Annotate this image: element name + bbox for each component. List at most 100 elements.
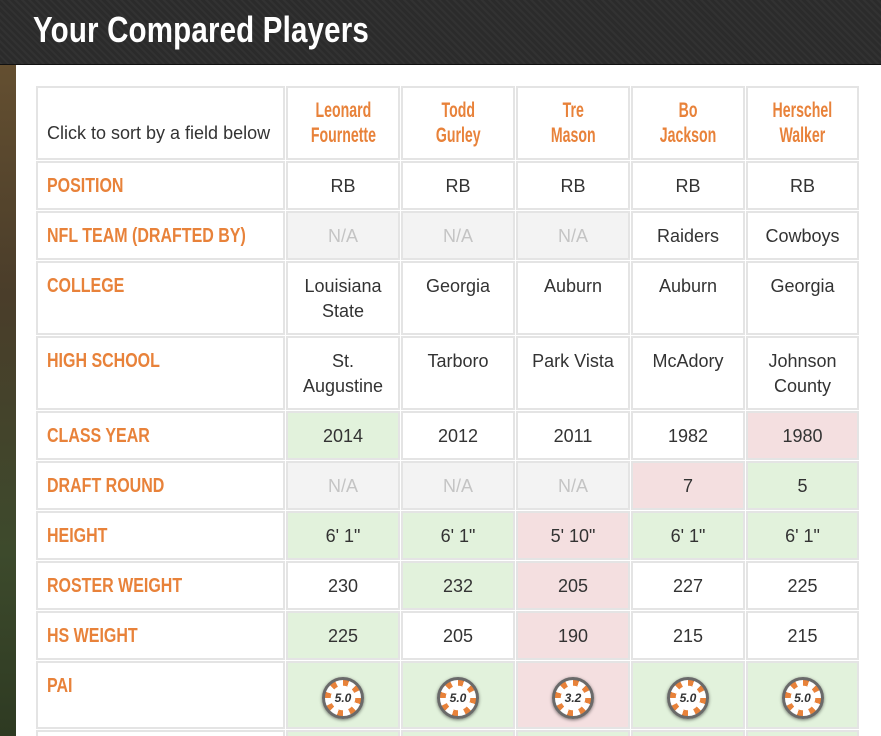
pai-cell: 5.0 [631,661,745,729]
table-cell: 7 [631,461,745,510]
cell-line: 227 [672,576,704,596]
cell-line: N/A [327,476,358,496]
player-header-3[interactable]: Tre Mason [516,86,630,160]
background-photo [0,0,16,736]
table-cell: 2014 [286,411,400,460]
row-label-text: NFL TEAM (DRAFTED BY) [47,225,246,247]
cell-line: 6' 1" [325,526,361,546]
cell-value: 2012 [438,424,478,449]
cell-line: 2012 [437,426,479,446]
player-header-1[interactable]: Leonard Fournette [286,86,400,160]
cell-value: Auburn [659,274,717,299]
table-cell: Park Vista [516,336,630,410]
cell-value: Raiders [657,224,719,249]
table-cell: 215 [746,611,859,660]
cell-value: 7 [683,474,693,499]
table-cell: N/A [401,211,515,260]
player-name: Bo Jackson [654,98,723,148]
row-label-text: COLLEGE [47,275,125,297]
cell-line: RB [789,176,815,196]
table-cell: N/A [516,461,630,510]
cell-line: 5 [797,476,808,496]
cell-value: 2014 [323,424,363,449]
cell-line: Park Vista [532,351,614,371]
player-header-5[interactable]: Herschel Walker [746,86,859,160]
row-label[interactable]: HS WEIGHT [36,611,285,660]
row-label[interactable]: CLASS YEAR [36,411,285,460]
cell-value: 1982 [668,424,708,449]
page-title: Your Compared Players [33,9,369,50]
table-cell: 225 [286,611,400,660]
cell-line: 190 [557,626,589,646]
cell-line: 1982 [667,426,709,446]
player-header-2[interactable]: Todd Gurley [401,86,515,160]
table-cell: Auburn [516,261,630,335]
cell-value: Louisiana State [304,274,381,324]
row-label[interactable]: HEIGHT [36,511,285,560]
cell-value: N/A [328,474,358,499]
player-last-name: Jackson [659,124,717,147]
table-cell: St. Augustine [286,336,400,410]
pai-badge-icon: 5.0 [437,677,479,719]
cell-value: 232 [443,574,473,599]
player-name: Leonard Fournette [303,98,382,148]
sort-hint: Click to sort by a field below [36,86,285,160]
table-cell: 230 [286,561,400,610]
cell-value: 5 [797,474,807,499]
table-cell: N/A [401,461,515,510]
cell-value: St. Augustine [303,349,383,399]
cell-value: Johnson County [768,349,836,399]
cell-value: Georgia [426,274,490,299]
cell-value: 215 [673,624,703,649]
cell-line: 215 [787,626,818,646]
cell-line: Augustine [302,376,384,396]
cell-value: 225 [328,624,358,649]
cell-value: 5' 10" [551,524,596,549]
table-cell: 6' 1" [746,511,859,560]
table-cell: 2011 [516,411,630,460]
table-cell: N/A [286,461,400,510]
row-label[interactable]: HIGH SCHOOL [36,336,285,410]
cell-value: 6' 1" [785,524,820,549]
cell-line: 232 [442,576,474,596]
cell-value: N/A [558,224,588,249]
table-cell: Auburn [631,261,745,335]
cell-value: RB [560,174,585,199]
cell-line: Auburn [658,276,718,296]
cell-value: 2011 [554,424,593,449]
cell-line: RB [675,176,701,196]
player-first-name: Todd [441,99,475,122]
row-label[interactable]: POSITION [36,161,285,210]
table-cell: Georgia [401,261,515,335]
table-cell: 1980 [746,411,859,460]
table-cell: McAdory [631,336,745,410]
cell-line: Louisiana [304,276,382,296]
row-label-pai[interactable]: PAI [36,661,285,729]
pai-value: 5.0 [790,686,815,710]
table-cell: 2012 [401,411,515,460]
row-label[interactable]: COLLEGE [36,261,285,335]
cell-value: Cowboys [765,224,839,249]
table-cell: RB [516,161,630,210]
pai-cell: 5.0 [746,661,859,729]
cell-value: 205 [443,624,473,649]
cell-line: Georgia [770,276,835,296]
table-row-partial [401,730,515,736]
table-cell: 232 [401,561,515,610]
row-label-text: CLASS YEAR [47,425,150,447]
table-cell: N/A [286,211,400,260]
cell-line: RB [445,176,471,196]
player-last-name: Gurley [435,124,481,147]
row-label[interactable]: DRAFT ROUND [36,461,285,510]
player-header-4[interactable]: Bo Jackson [631,86,745,160]
row-label[interactable]: NFL TEAM (DRAFTED BY) [36,211,285,260]
cell-line: St. [331,351,354,371]
cell-value: Auburn [544,274,602,299]
row-label[interactable]: ROSTER WEIGHT [36,561,285,610]
table-cell: RB [286,161,400,210]
row-label-text: HEIGHT [47,525,108,547]
cell-line: 205 [442,626,474,646]
cell-value: RB [790,174,815,199]
cell-value: N/A [443,224,473,249]
cell-line: County [773,376,832,396]
